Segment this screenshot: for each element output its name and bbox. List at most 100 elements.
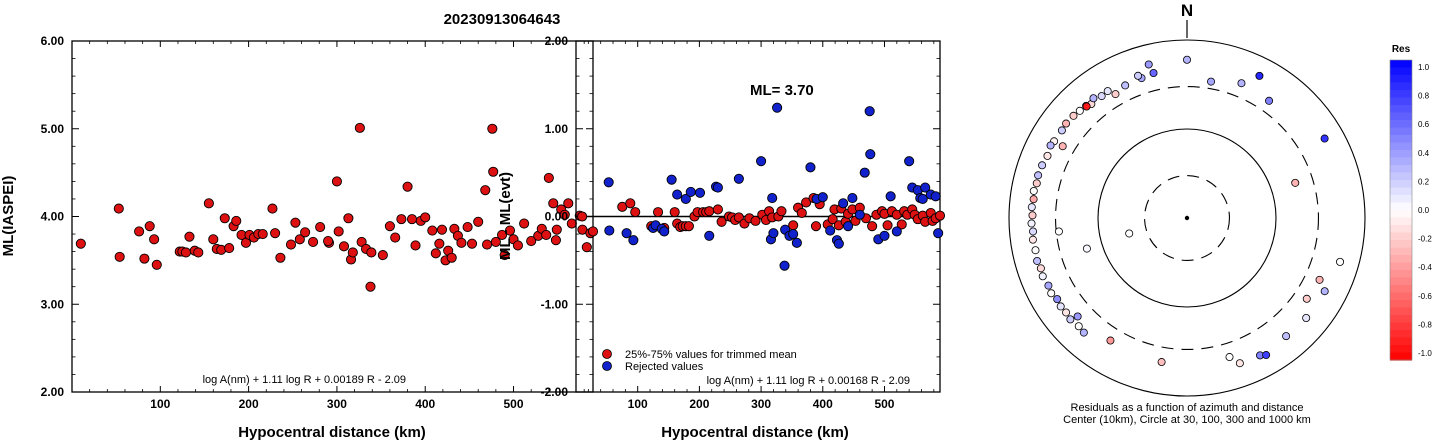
- data-point: [219, 213, 230, 224]
- residual-vs-distance-chart: 100 200 300 400 500 -2.00 -1.00 0.00 1.00 2.00 ML…: [497, 34, 946, 441]
- colorbar-band: [1390, 240, 1412, 249]
- data-point: [114, 251, 125, 262]
- formula-label: log A(nm) + 1.11 log R + 0.00168 R - 2.0…: [707, 375, 910, 387]
- station-marker: [1046, 141, 1055, 150]
- data-point: [750, 215, 761, 226]
- data-point: [285, 239, 297, 250]
- caption-line-2: Center (10km), Circle at 30, 100, 300 an…: [1063, 414, 1311, 426]
- colorbar-band: [1390, 232, 1412, 241]
- data-point: [224, 243, 235, 254]
- station-marker: [1031, 246, 1040, 255]
- data-point: [365, 281, 376, 292]
- data-point: [628, 235, 639, 246]
- data-point: [434, 238, 445, 249]
- station-marker: [1044, 281, 1053, 290]
- data-point: [543, 172, 554, 183]
- station-marker: [1103, 87, 1112, 96]
- station-marker: [1291, 178, 1300, 187]
- data-point: [550, 235, 561, 246]
- y-tick-label: 6.00: [41, 34, 65, 48]
- x-axis-label: Hypocentral distance (km): [661, 424, 849, 441]
- station-marker: [1262, 351, 1271, 360]
- data-point: [519, 218, 530, 229]
- north-label: N: [1181, 1, 1193, 20]
- colorbar-band: [1390, 165, 1412, 174]
- station-marker: [1320, 134, 1329, 143]
- data-point: [270, 228, 281, 239]
- colorbar-frame: [1389, 59, 1413, 361]
- data-points: [75, 122, 599, 292]
- station-marker: [1029, 195, 1038, 204]
- plot-frame: [71, 40, 594, 393]
- colorbar-band: [1390, 285, 1412, 294]
- colorbar-tick-label: 0.6: [1418, 120, 1430, 129]
- data-point: [184, 231, 195, 242]
- x-axis-label: Hypocentral distance (km): [238, 424, 426, 441]
- station-marker: [1038, 161, 1047, 170]
- station-marker: [1066, 315, 1075, 324]
- colorbar-band: [1390, 330, 1412, 339]
- station-marker: [1057, 126, 1066, 135]
- data-point: [810, 221, 822, 232]
- station-marker: [1062, 308, 1071, 317]
- station-marker: [1038, 272, 1047, 281]
- data-point: [257, 228, 268, 240]
- x-tick-label: 500: [504, 397, 524, 411]
- legend-label-trimmed: 25%-75% values for trimmed mean: [625, 349, 797, 361]
- station-marker: [1027, 203, 1036, 212]
- data-point: [499, 250, 510, 261]
- data-point: [410, 240, 421, 251]
- y-tick-label: 3.00: [41, 297, 65, 311]
- data-point: [917, 193, 928, 204]
- station-marker: [1106, 336, 1115, 345]
- data-point: [208, 234, 219, 245]
- data-point: [354, 122, 365, 133]
- x-tick-label: 400: [813, 397, 833, 411]
- colorbar-band: [1390, 112, 1412, 121]
- data-point: [308, 236, 319, 247]
- colorbar-band: [1390, 195, 1412, 204]
- colorbar-tick-label: -0.8: [1418, 320, 1432, 329]
- data-point: [462, 221, 473, 233]
- station-marker: [1074, 322, 1083, 331]
- colorbar-band: [1390, 277, 1412, 286]
- data-point: [496, 229, 508, 240]
- formula-label: log A(nm) + 1.11 log R + 0.00189 R - 2.0…: [203, 374, 406, 386]
- x-tick-label: 400: [415, 397, 435, 411]
- data-point: [294, 234, 305, 245]
- colorbar-band: [1390, 105, 1412, 114]
- data-point: [563, 198, 574, 209]
- data-point: [885, 191, 896, 202]
- data-point: [859, 167, 870, 178]
- station-marker: [1255, 71, 1264, 80]
- x-tick-label: 200: [239, 397, 259, 411]
- station-marker: [1054, 227, 1063, 236]
- distance-rings: [1008, 39, 1366, 397]
- data-point: [488, 166, 499, 177]
- station-marker: [1034, 171, 1043, 180]
- data-point: [134, 226, 145, 237]
- colorbar-tick-label: -0.4: [1418, 263, 1432, 272]
- colorbar-title: Res: [1392, 44, 1411, 55]
- station-marker: [1144, 60, 1153, 69]
- magnitude-vs-distance-chart: 100 200 300 400 500 2.00 3.00 4.00 5.00 6.00 ML(I…: [0, 34, 599, 441]
- y-tick-label: 2.00: [41, 385, 65, 399]
- data-point: [331, 176, 342, 187]
- data-point: [473, 216, 484, 227]
- data-point: [300, 227, 311, 238]
- x-tick-label: 300: [751, 397, 771, 411]
- colorbar-band: [1390, 67, 1412, 76]
- data-point: [180, 247, 191, 258]
- data-point: [933, 228, 944, 239]
- colorbar-band: [1390, 150, 1412, 159]
- colorbar-bands: [1389, 59, 1413, 361]
- data-point: [231, 215, 242, 226]
- data-point: [805, 162, 816, 173]
- data-point: [865, 149, 876, 160]
- station-marker: [1134, 71, 1143, 80]
- legend-marker-trimmed: [602, 349, 612, 359]
- station-marker: [1336, 257, 1345, 266]
- data-point: [512, 240, 523, 251]
- data-point: [446, 252, 457, 263]
- colorbar-band: [1390, 300, 1412, 309]
